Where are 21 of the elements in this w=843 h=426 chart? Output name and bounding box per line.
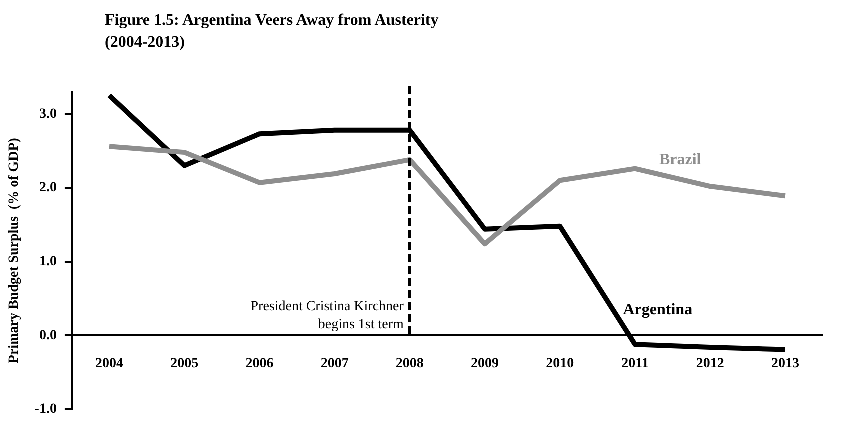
chart-subtitle: (2004-2013) <box>105 33 186 53</box>
chart-title: Figure 1.5: Argentina Veers Away from Austerity <box>105 11 439 31</box>
ref-line-label: President Cristina Kirchner begins 1st term <box>250 299 404 332</box>
x-tick-label: 2008 <box>396 356 424 372</box>
x-tick-label: 2006 <box>246 356 274 372</box>
x-tick-label: 2011 <box>622 356 649 372</box>
y-axis-title: Primary Budget Surplus (% of GDP) <box>7 138 22 364</box>
series-label: Brazil <box>659 152 702 169</box>
x-tick-label: 2004 <box>96 356 124 372</box>
series-label: Argentina <box>623 302 693 319</box>
y-tick-label: 1.0 <box>39 254 57 270</box>
x-tick-label: 2009 <box>471 356 500 372</box>
x-tick-label: 2007 <box>320 356 349 372</box>
x-tick-label: 2012 <box>696 356 724 372</box>
x-tick-label: 2005 <box>170 356 199 372</box>
y-tick-label: 2.0 <box>39 180 57 196</box>
x-tick-label: 2010 <box>546 356 574 372</box>
y-tick-label: -1.0 <box>34 402 57 418</box>
y-tick-label: 0.0 <box>39 328 57 344</box>
y-tick-label: 3.0 <box>39 106 57 122</box>
x-tick-label: 2013 <box>771 356 800 372</box>
